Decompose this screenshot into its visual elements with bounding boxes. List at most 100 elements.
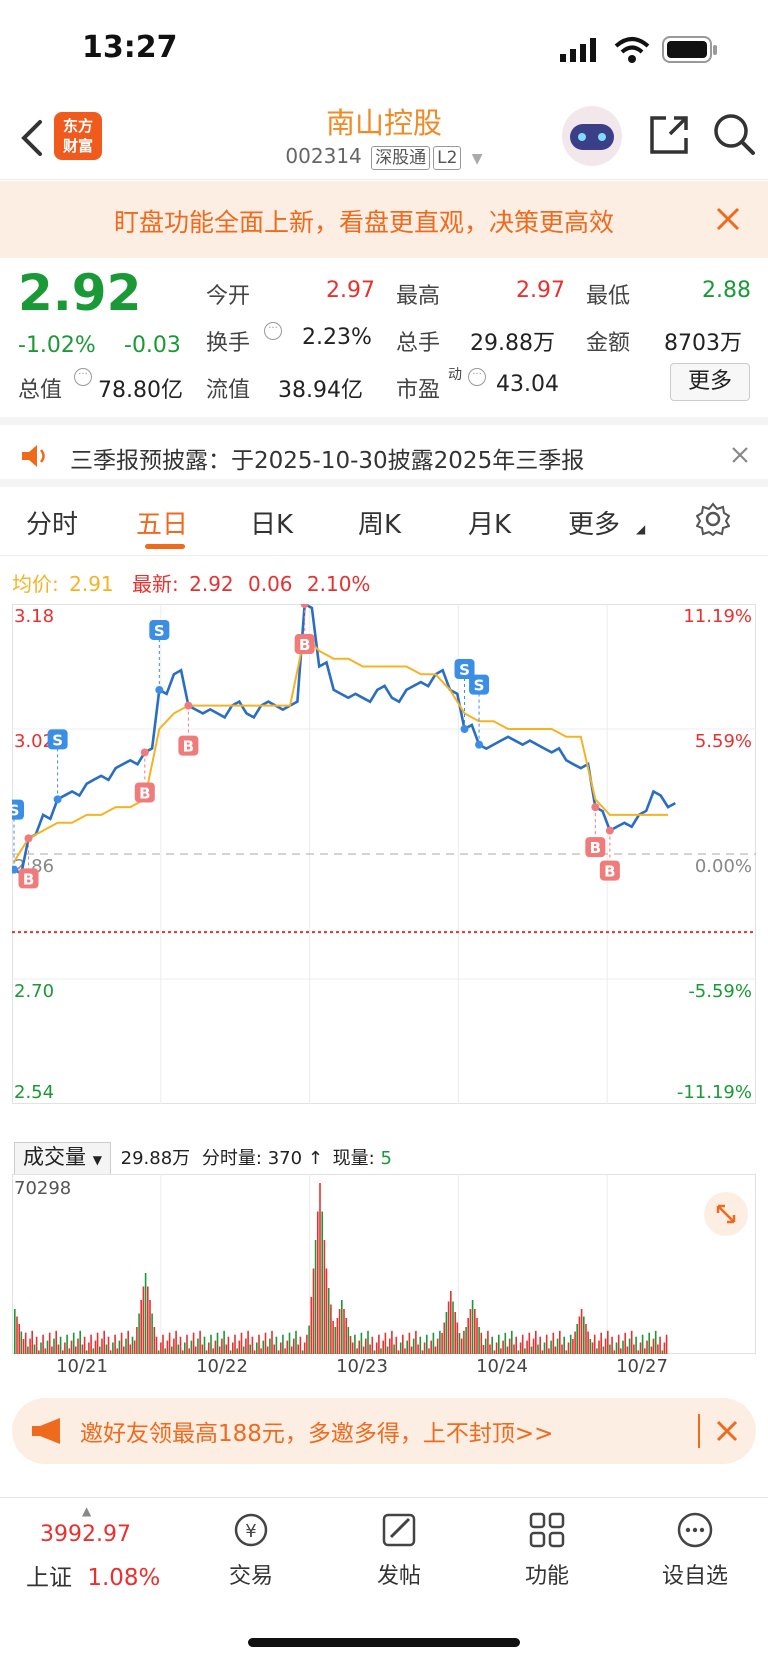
volume-bar <box>171 1346 173 1354</box>
sell-marker <box>12 799 24 820</box>
volume-bar <box>88 1342 90 1354</box>
search-icon[interactable] <box>712 112 756 156</box>
header: 东方 财富 南山控股 002314 深股通 L2 ▼ <box>0 100 768 180</box>
volume-bar <box>14 1309 16 1354</box>
volume-bar <box>565 1350 568 1354</box>
volume-bar <box>277 1350 280 1354</box>
trade-point <box>184 701 193 710</box>
notice-bar[interactable]: 三季报预披露：于2025-10-30披露2025年三季报 <box>0 417 768 487</box>
volume-bar <box>524 1348 526 1354</box>
trade-point <box>140 748 149 757</box>
nav-trade-label: 交易 <box>228 1564 273 1589</box>
close-icon[interactable] <box>716 1420 738 1442</box>
nav-add-watchlist[interactable]: 设自选 <box>640 1510 750 1590</box>
volume-bar <box>467 1318 469 1354</box>
grid-icon <box>529 1512 565 1548</box>
more-button[interactable]: 更多 <box>670 363 750 401</box>
x-tick-label: 10/24 <box>476 1356 528 1374</box>
volume-bar <box>280 1342 282 1354</box>
volume-indicator-row: 成交量 ▼ 29.88万 分时量: 370 ↑ 现量: 5 <box>14 1142 392 1175</box>
expand-icon[interactable] <box>704 1192 748 1236</box>
volume-bar <box>480 1332 483 1354</box>
tab-five-day[interactable]: 五日 <box>136 510 189 540</box>
volume-bar <box>282 1334 284 1354</box>
volume-bar <box>354 1334 356 1354</box>
tab-more[interactable]: 更多 <box>568 510 621 540</box>
close-icon[interactable] <box>732 447 748 463</box>
volume-bar <box>96 1332 99 1354</box>
invite-text: 邀好友领最高188元，多邀多得，上不封顶>> <box>80 1421 554 1447</box>
index-name-row[interactable]: 上证 1.08% <box>26 1558 160 1592</box>
share-icon[interactable] <box>648 114 690 156</box>
volume-bar <box>430 1340 432 1354</box>
five-day-price-chart[interactable]: 3.18 11.19%3.02 5.59%2.86 0.00%2.70 -5.59%2.… <box>12 604 756 1136</box>
sell-marker <box>454 659 475 679</box>
volume-bar <box>639 1342 642 1354</box>
promo-banner[interactable]: 盯盘功能全面上新，看盘更直观，决策更高效 <box>0 181 768 258</box>
close-icon[interactable] <box>716 207 740 231</box>
trade-marker-label: B <box>183 738 194 756</box>
volume-bar <box>591 1342 594 1354</box>
volume-bar <box>155 1336 158 1354</box>
stock-code-row[interactable]: 002314 深股通 L2 ▼ <box>0 144 768 170</box>
sell-marker <box>469 674 490 695</box>
volume-bar <box>556 1338 559 1354</box>
index-value[interactable]: 3992.97 <box>40 1522 131 1547</box>
nav-post[interactable]: 发帖 <box>344 1510 454 1590</box>
y-tick-right: 11.19% <box>683 606 752 627</box>
volume-bar <box>506 1346 509 1354</box>
now-volume-value: 5 <box>380 1148 392 1169</box>
volume-bar <box>168 1332 171 1354</box>
volume-bar <box>216 1332 219 1354</box>
volume-bar <box>140 1300 142 1354</box>
amount-label: 金额 <box>586 331 631 356</box>
volume-bar <box>378 1334 380 1354</box>
info-icon[interactable]: ··· <box>264 322 282 340</box>
trade-marker-label: S <box>52 731 63 749</box>
tab-daily-k[interactable]: 日K <box>250 510 294 540</box>
volume-bar <box>186 1334 188 1354</box>
nav-functions[interactable]: 功能 <box>492 1510 602 1590</box>
volume-bar <box>112 1342 114 1354</box>
volume-bar <box>210 1334 212 1354</box>
battery-icon <box>662 36 717 63</box>
tab-monthly-k[interactable]: 月K <box>468 510 512 540</box>
volume-chart[interactable]: 70298 10/21 10/22 10/23 10/24 10/27 <box>12 1174 756 1374</box>
volume-bar <box>101 1338 103 1354</box>
volume-bar <box>452 1301 454 1354</box>
back-icon[interactable] <box>18 118 44 158</box>
volume-max-label: 70298 <box>14 1178 71 1199</box>
tab-intraday[interactable]: 分时 <box>26 510 79 540</box>
info-icon[interactable]: ··· <box>74 368 92 386</box>
info-icon[interactable]: ··· <box>468 368 486 386</box>
volume-bar <box>646 1340 648 1354</box>
nav-trade[interactable]: ¥ 交易 <box>196 1510 306 1590</box>
current-price: 2.92 <box>18 264 142 322</box>
tab-weekly-k[interactable]: 周K <box>358 510 402 540</box>
volume-bar <box>334 1327 337 1354</box>
volume-bar <box>203 1336 206 1354</box>
volume-bar <box>526 1340 528 1354</box>
nav-add-watchlist-label: 设自选 <box>661 1564 728 1589</box>
volume-bar <box>417 1344 419 1354</box>
volume-bar <box>343 1309 345 1354</box>
trade-point <box>53 795 62 804</box>
invite-banner[interactable]: 邀好友领最高188元，多邀多得，上不封顶>> <box>12 1398 756 1464</box>
volume-bar <box>332 1321 334 1354</box>
trade-point <box>475 740 484 749</box>
settings-gear-icon[interactable] <box>696 502 730 536</box>
indicator-select[interactable]: 成交量 ▼ <box>14 1142 111 1175</box>
app-logo[interactable]: 东方 财富 <box>54 112 102 160</box>
assistant-robot-icon[interactable] <box>562 106 622 166</box>
volume-bar <box>410 1346 413 1354</box>
volume-bar <box>199 1330 201 1354</box>
volume-bar <box>659 1336 661 1354</box>
volume-bar <box>386 1346 389 1354</box>
volume-bar <box>380 1348 382 1354</box>
volume-bar <box>138 1313 140 1354</box>
bottom-bar: ▲ 3992.97 上证 1.08% ¥ 交易 发帖 功能 设自选 <box>0 1497 768 1663</box>
volume-bar <box>493 1350 496 1354</box>
volume-bar <box>179 1336 182 1354</box>
signal-icon <box>560 38 596 62</box>
volume-bar <box>434 1346 437 1354</box>
